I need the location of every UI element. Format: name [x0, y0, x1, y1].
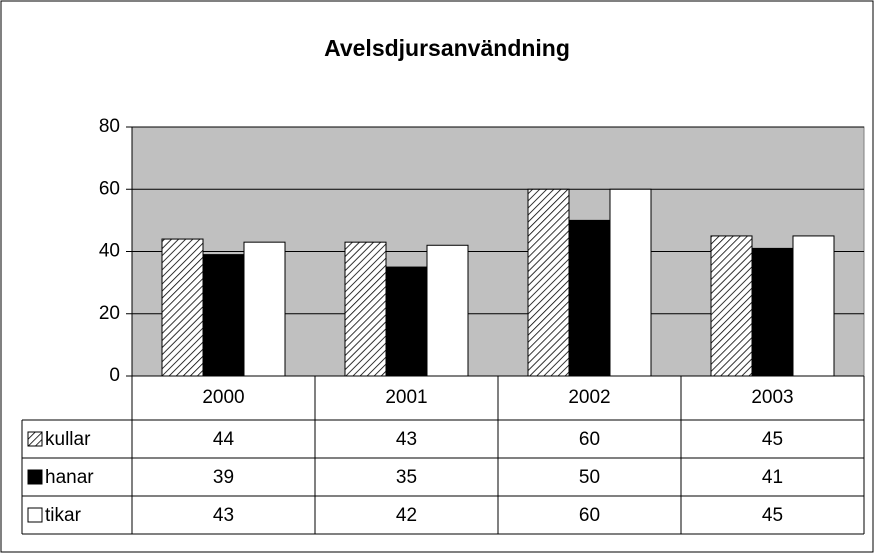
- table-value: 39: [213, 467, 234, 488]
- table-value: 43: [396, 429, 417, 450]
- y-tick-label: 20: [99, 303, 120, 324]
- y-tick-label: 0: [109, 365, 120, 386]
- table-value: 60: [579, 429, 600, 450]
- legend-key: [27, 431, 43, 447]
- table-value: 45: [762, 505, 783, 526]
- bar: [609, 188, 652, 377]
- table-value: 60: [579, 505, 600, 526]
- chart-title: Avelsdjursanvändning: [324, 35, 570, 61]
- legend-label: kullar: [45, 429, 91, 450]
- table-value: 44: [213, 429, 235, 450]
- table-value: 35: [396, 467, 417, 488]
- bar: [243, 241, 286, 377]
- x-tick-label: 2001: [385, 387, 427, 408]
- x-tick-label: 2000: [202, 387, 244, 408]
- y-tick-label: 40: [99, 241, 120, 262]
- y-tick-label: 60: [99, 178, 120, 199]
- bar: [792, 235, 835, 377]
- legend-key: [27, 469, 43, 485]
- bar: [385, 266, 428, 377]
- table-value: 43: [213, 505, 234, 526]
- table-value: 45: [762, 429, 783, 450]
- bar: [202, 254, 245, 377]
- table-value: 42: [396, 505, 417, 526]
- bar: [568, 219, 611, 377]
- legend-label: tikar: [45, 505, 82, 526]
- x-tick-label: 2003: [751, 387, 793, 408]
- x-tick-label: 2002: [568, 387, 610, 408]
- bar: [710, 235, 753, 377]
- legend-key: [27, 507, 43, 523]
- bar: [751, 247, 794, 377]
- bar: [344, 241, 387, 377]
- bar: [161, 238, 204, 377]
- table-value: 50: [579, 467, 600, 488]
- legend-label: hanar: [45, 467, 94, 488]
- bar: [527, 188, 570, 377]
- bar: [426, 244, 469, 377]
- y-tick-label: 80: [99, 116, 120, 137]
- table-value: 41: [762, 467, 783, 488]
